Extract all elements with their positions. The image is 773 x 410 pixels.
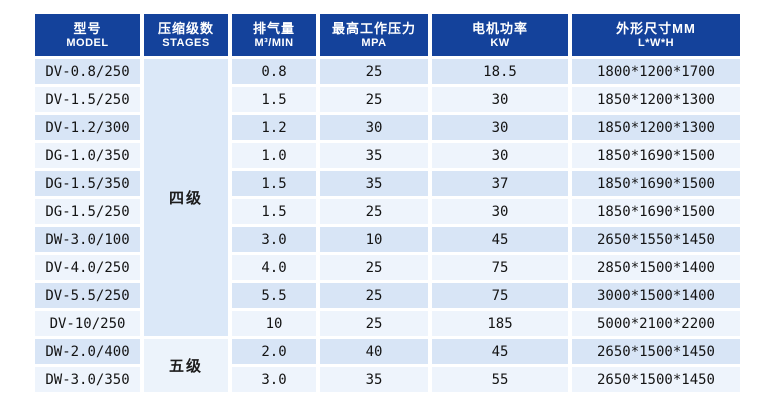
column-header-displacement: 排气量 M³/MIN	[232, 14, 316, 56]
header-label-zh: 排气量	[252, 20, 295, 36]
cell-displacement: 1.0	[232, 143, 316, 168]
cell-displacement: 1.5	[232, 87, 316, 112]
cell-model: DW-3.0/100	[35, 227, 140, 252]
cell-stages-group: 四级	[144, 59, 228, 336]
cell-displacement: 10	[232, 311, 316, 336]
cell-displacement: 1.5	[232, 199, 316, 224]
table-row: DV-5.5/250 5.5 25 75 3000*1500*1400	[35, 283, 740, 308]
header-label-zh: 型号	[73, 20, 102, 36]
cell-dimensions: 1850*1200*1300	[572, 115, 740, 140]
cell-dimensions: 3000*1500*1400	[572, 283, 740, 308]
header-label-zh: 电机功率	[471, 20, 528, 36]
cell-displacement: 1.5	[232, 171, 316, 196]
table-row: DV-4.0/250 4.0 25 75 2850*1500*1400	[35, 255, 740, 280]
cell-power: 18.5	[432, 59, 568, 84]
cell-pressure: 40	[320, 339, 428, 364]
cell-dimensions: 5000*2100*2200	[572, 311, 740, 336]
header-label-zh: 外形尺寸MM	[616, 20, 696, 36]
cell-power: 75	[432, 283, 568, 308]
table-row: DW-3.0/350 3.0 35 55 2650*1500*1450	[35, 367, 740, 392]
cell-pressure: 35	[320, 143, 428, 168]
spec-table: 型号 MODEL 压缩级数 STAGES 排气量 M³/MIN 最高工作压力 M…	[31, 11, 744, 395]
table-row: DV-1.2/300 1.2 30 30 1850*1200*1300	[35, 115, 740, 140]
header-label-en: M³/MIN	[254, 36, 294, 49]
cell-model: DG-1.5/250	[35, 199, 140, 224]
column-header-stages: 压缩级数 STAGES	[144, 14, 228, 56]
header-label-en: L*W*H	[637, 36, 675, 49]
cell-pressure: 25	[320, 87, 428, 112]
cell-pressure: 25	[320, 283, 428, 308]
cell-model: DG-1.5/350	[35, 171, 140, 196]
header-label-en: MPA	[361, 36, 387, 49]
cell-power: 30	[432, 87, 568, 112]
cell-dimensions: 1850*1690*1500	[572, 143, 740, 168]
cell-model: DV-1.5/250	[35, 87, 140, 112]
cell-power: 30	[432, 199, 568, 224]
table-row: DG-1.0/350 1.0 35 30 1850*1690*1500	[35, 143, 740, 168]
cell-pressure: 25	[320, 199, 428, 224]
cell-dimensions: 2650*1550*1450	[572, 227, 740, 252]
table-row: DW-2.0/400 五级 2.0 40 45 2650*1500*1450	[35, 339, 740, 392]
cell-pressure: 30	[320, 115, 428, 140]
cell-displacement: 5.5	[232, 283, 316, 308]
cell-power: 55	[432, 367, 568, 392]
cell-displacement: 0.8	[232, 59, 316, 84]
cell-dimensions: 1850*1200*1300	[572, 87, 740, 112]
cell-pressure: 35	[320, 367, 428, 392]
cell-pressure: 25	[320, 59, 428, 84]
cell-pressure: 25	[320, 311, 428, 336]
cell-power: 30	[432, 115, 568, 140]
cell-model: DW-2.0/400	[35, 339, 140, 364]
cell-model: DV-5.5/250	[35, 283, 140, 308]
cell-dimensions: 1850*1690*1500	[572, 171, 740, 196]
cell-dimensions: 2850*1500*1400	[572, 255, 740, 280]
column-header-power: 电机功率 KW	[432, 14, 568, 56]
cell-dimensions: 2650*1500*1450	[572, 367, 740, 392]
header-row: 型号 MODEL 压缩级数 STAGES 排气量 M³/MIN 最高工作压力 M…	[35, 14, 740, 56]
cell-displacement: 1.2	[232, 115, 316, 140]
cell-power: 30	[432, 143, 568, 168]
cell-model: DV-0.8/250	[35, 59, 140, 84]
cell-dimensions: 2650*1500*1450	[572, 339, 740, 364]
cell-displacement: 3.0	[232, 367, 316, 392]
cell-dimensions: 1850*1690*1500	[572, 199, 740, 224]
cell-model: DV-1.2/300	[35, 115, 140, 140]
cell-pressure: 25	[320, 255, 428, 280]
cell-power: 45	[432, 227, 568, 252]
column-header-dimensions: 外形尺寸MM L*W*H	[572, 14, 740, 56]
cell-power: 45	[432, 339, 568, 364]
table-row: DV-1.5/250 1.5 25 30 1850*1200*1300	[35, 87, 740, 112]
cell-displacement: 4.0	[232, 255, 316, 280]
cell-model: DW-3.0/350	[35, 367, 140, 392]
cell-displacement: 2.0	[232, 339, 316, 364]
table-row: DV-0.8/250 四级 0.8 25 18.5 1800*1200*1700	[35, 59, 740, 336]
table-row: DV-10/250 10 25 185 5000*2100*2200	[35, 311, 740, 336]
cell-stages-group: 五级	[144, 339, 228, 392]
table-row: DW-3.0/100 3.0 10 45 2650*1550*1450	[35, 227, 740, 252]
header-label-zh: 最高工作压力	[331, 20, 416, 36]
cell-pressure: 10	[320, 227, 428, 252]
cell-pressure: 35	[320, 171, 428, 196]
cell-power: 75	[432, 255, 568, 280]
header-label-en: KW	[490, 36, 510, 49]
header-label-en: STAGES	[162, 36, 210, 49]
column-header-pressure: 最高工作压力 MPA	[320, 14, 428, 56]
cell-model: DG-1.0/350	[35, 143, 140, 168]
cell-power: 185	[432, 311, 568, 336]
cell-model: DV-4.0/250	[35, 255, 140, 280]
column-header-model: 型号 MODEL	[35, 14, 140, 56]
table-row: DG-1.5/350 1.5 35 37 1850*1690*1500	[35, 171, 740, 196]
cell-power: 37	[432, 171, 568, 196]
header-label-en: MODEL	[66, 36, 109, 49]
cell-displacement: 3.0	[232, 227, 316, 252]
cell-model: DV-10/250	[35, 311, 140, 336]
table-row: DG-1.5/250 1.5 25 30 1850*1690*1500	[35, 199, 740, 224]
cell-dimensions: 1800*1200*1700	[572, 59, 740, 84]
header-label-zh: 压缩级数	[157, 20, 214, 36]
